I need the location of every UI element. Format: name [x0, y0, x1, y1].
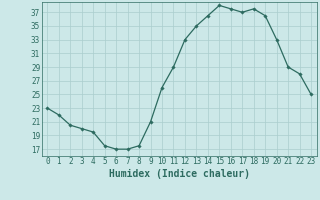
X-axis label: Humidex (Indice chaleur): Humidex (Indice chaleur) — [109, 169, 250, 179]
